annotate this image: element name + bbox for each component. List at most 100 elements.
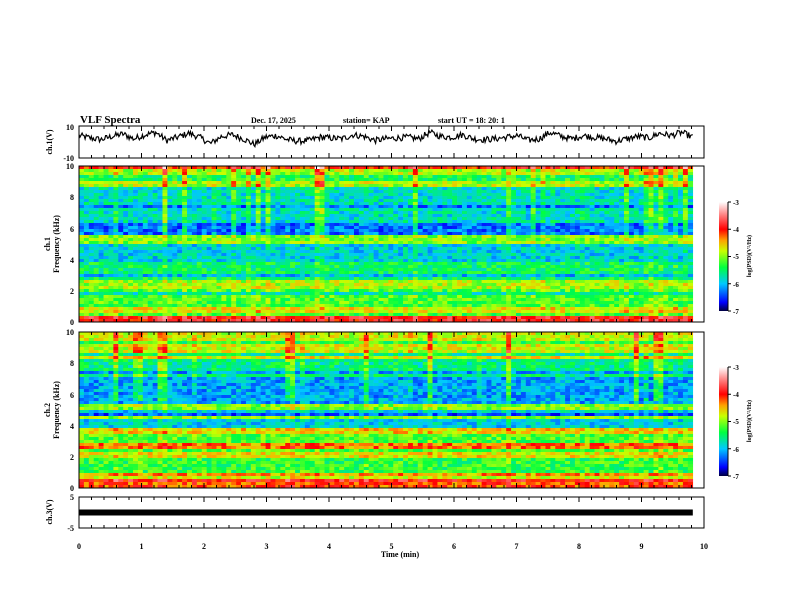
spectrogram-cell [555,250,561,254]
spectrogram-cell [162,175,168,179]
spectrogram-cell [334,238,340,242]
spectrogram-cell [565,169,571,173]
spectrogram-cell [476,244,482,248]
spectrogram-cell [245,232,252,236]
spectrogram-cell [216,199,222,203]
spectrogram-cell [550,208,556,212]
spectrogram-cell [255,193,261,197]
spectrogram-cell [133,223,139,227]
spectrogram-cell [245,199,252,203]
spectrogram-cell [255,211,261,215]
spectrogram-cell [255,259,261,263]
spectrogram-cell [295,205,301,209]
spectrogram-cell [579,217,586,221]
spectrogram-cell [407,211,414,215]
spectrogram-cell [275,280,281,284]
spectrogram-cell [265,280,271,284]
spectrogram-cell [471,256,478,260]
spectrogram-cell [113,280,119,284]
spectrogram-cell [142,178,149,182]
spectrogram-cell [594,280,600,284]
spectrogram-cell [368,280,374,284]
spectrogram-cell [565,265,571,269]
spectrogram-cell [535,262,541,266]
spectrogram-cell [329,280,335,284]
spectrogram-cell [643,184,649,188]
spectrogram-cell [682,268,689,272]
spectrogram-cell [147,220,153,224]
spectrogram-cell [638,277,644,281]
spectrogram-cell [147,256,153,260]
spectrogram-cell [624,277,630,281]
spectrogram-cell [682,178,689,182]
spectrogram-cell [128,274,134,278]
spectrogram-cell [471,268,478,272]
spectrogram-cell [491,175,497,179]
spectrogram-cell [368,190,374,194]
spectrogram-cell [309,166,315,170]
spectrogram-cell [550,262,556,266]
spectrogram-cell [604,265,610,269]
spectrogram-cell [412,202,419,206]
spectrogram-cell [118,244,124,248]
spectrogram-cell [570,235,576,239]
spectrogram-cell [103,184,109,188]
spectrogram-cell [177,214,183,218]
spectrogram-cell [373,250,379,254]
spectrogram-cell [432,229,438,233]
spectrogram-cell [309,199,315,203]
spectrogram-cell [373,187,379,191]
spectrogram-cell [368,211,374,215]
spectrogram-cell [437,271,443,275]
spectrogram-cell [638,238,644,242]
spectrogram-cell [633,193,640,197]
spectrogram-cell [152,265,158,269]
spectrogram-cell [245,265,252,269]
spectrogram-cell [79,250,85,254]
spectrogram-cell [353,190,360,194]
spectrogram-cell [358,187,365,191]
spectrogram-cell [378,226,384,230]
spectrogram-cell [231,280,237,284]
spectrogram-cell [383,253,389,257]
spectrogram-cell [108,277,114,281]
spectrogram-cell [668,187,674,191]
spectrogram-cell [565,259,571,263]
spectrogram-cell [427,241,433,245]
spectrogram-cell [241,265,247,269]
spectrogram-cell [614,238,620,242]
spectrogram-cell [236,271,242,275]
spectrogram-cell [604,220,610,224]
spectrogram-cell [638,265,644,269]
spectrogram-cell [241,205,247,209]
spectrogram-cell [673,232,679,236]
spectrogram-cell [570,223,576,227]
spectrogram-cell [530,250,536,254]
spectrogram-cell [540,196,546,200]
spectrogram-cell [290,184,296,188]
spectrogram-cell [476,274,482,278]
spectrogram-cell [221,274,227,278]
spectrogram-cell [638,214,644,218]
spectrogram-cell [123,226,129,230]
spectrogram-cell [481,196,487,200]
spectrogram-cell [437,205,443,209]
spectrogram-cell [673,253,679,257]
spectrogram-cell [550,196,556,200]
spectrogram-cell [388,241,394,245]
spectrogram-cell [589,280,595,284]
spectrogram-cell [250,244,257,248]
start-time-label: start UT = 18: 20: 1 [438,116,505,125]
spectrogram-cell [275,202,281,206]
spectrogram-cell [319,217,325,221]
spectrogram-cell [172,190,178,194]
spectrogram-cell [353,205,360,209]
spectrogram-cell [628,277,635,281]
spectrogram-cell [329,217,335,221]
spectrogram-cell [368,250,374,254]
spectrogram-cell [432,253,438,257]
spectrogram-cell [471,265,478,269]
spectrogram-cell [624,202,630,206]
spectrogram-cell [162,253,168,257]
spectrogram-cell [79,241,85,245]
